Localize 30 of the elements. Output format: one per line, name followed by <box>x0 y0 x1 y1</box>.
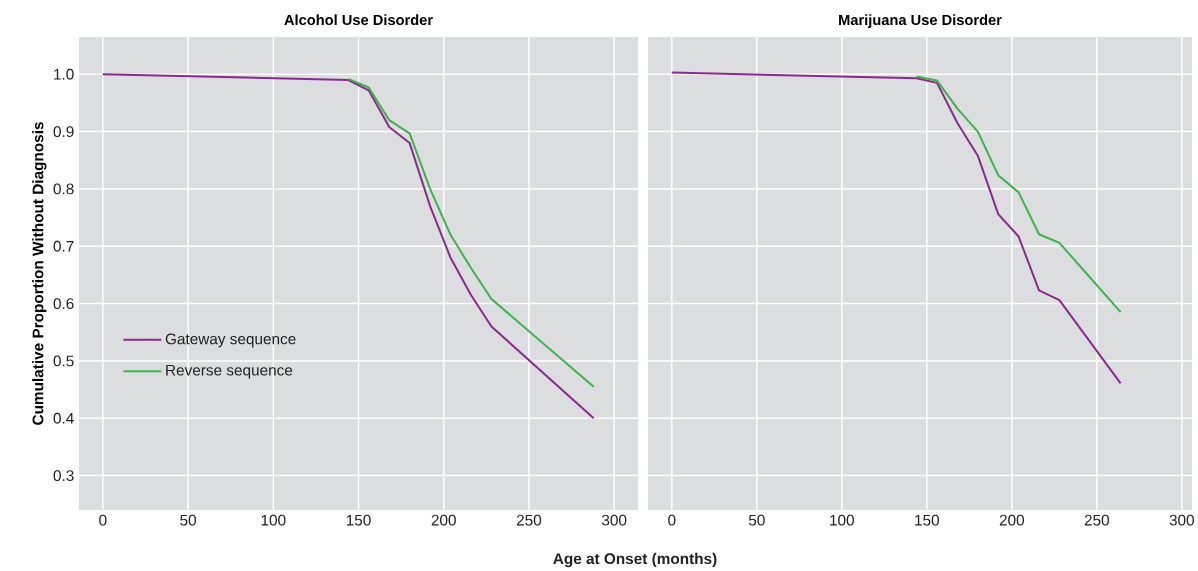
x-tick-label: 50 <box>180 514 196 526</box>
x-tick-label: 0 <box>668 514 676 526</box>
y-tick-label: 1.0 <box>54 68 74 80</box>
x-tick-label: 200 <box>999 514 1024 526</box>
y-axis-title: Cumulative Proportion Without Diagnosis <box>32 122 47 425</box>
y-tick-label: 0.9 <box>53 126 74 138</box>
y-tick-label: 0.5 <box>53 355 74 367</box>
y-tick-label: 0.8 <box>53 183 74 195</box>
legend-label: Reverse sequence <box>166 364 293 379</box>
y-tick-label: 0.4 <box>53 412 74 424</box>
legend-label: Gateway sequence <box>165 333 296 348</box>
y-tick-label: 0.6 <box>53 298 74 310</box>
x-tick-label: 200 <box>431 514 456 526</box>
line-series <box>347 77 595 388</box>
x-axis-title: Age at Onset (months) <box>553 552 717 568</box>
chart-title: Marijuana Use Disorder <box>839 14 1002 28</box>
x-tick-label: 50 <box>748 514 765 526</box>
x-tick-label: 300 <box>1169 514 1194 526</box>
y-tick-label: 0.7 <box>53 240 74 252</box>
line-series <box>101 73 595 420</box>
y-tick-label: 0.3 <box>53 470 74 482</box>
x-tick-label: 100 <box>830 514 854 526</box>
x-tick-label: 150 <box>346 514 371 526</box>
x-tick-label: 150 <box>915 514 939 526</box>
x-tick-label: 0 <box>99 514 107 526</box>
x-tick-label: 100 <box>261 514 286 526</box>
x-tick-label: 250 <box>1084 514 1109 526</box>
x-tick-label: 300 <box>601 514 627 526</box>
chart-title: Alcohol Use Disorder <box>284 14 433 26</box>
x-tick-label: 250 <box>516 514 542 526</box>
